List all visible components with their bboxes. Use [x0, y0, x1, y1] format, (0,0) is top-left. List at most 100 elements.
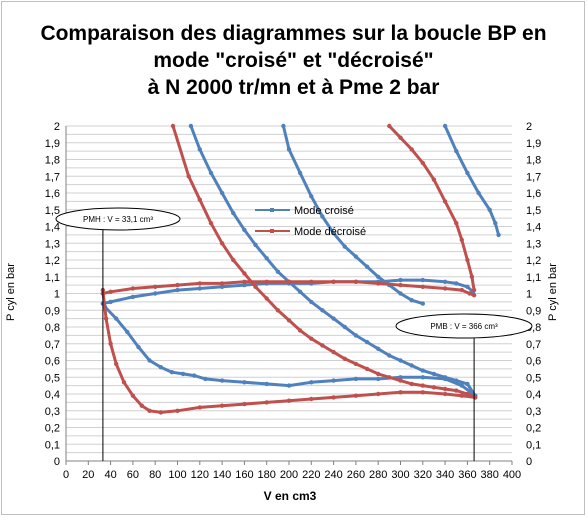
y-tick-label-right: 1,7	[526, 171, 541, 183]
data-point	[409, 298, 414, 303]
data-point	[153, 284, 158, 289]
data-point	[353, 333, 359, 338]
data-point	[158, 410, 163, 415]
data-point	[398, 378, 403, 383]
data-point	[465, 284, 470, 289]
data-point	[309, 194, 314, 199]
data-point	[242, 271, 247, 276]
data-point	[281, 123, 286, 129]
data-point	[170, 123, 176, 129]
data-point	[219, 284, 225, 289]
data-point	[353, 393, 359, 398]
y-tick-label-right: 2	[526, 121, 532, 133]
data-point	[130, 294, 136, 300]
data-point	[387, 375, 392, 380]
data-point	[253, 284, 258, 289]
y-tick-label-right: 0,5	[526, 372, 541, 384]
pmh-callout-text: PMH : V = 33,1 cm³	[83, 215, 153, 224]
data-point	[476, 190, 481, 196]
data-point	[253, 242, 258, 248]
data-point	[197, 405, 202, 410]
data-point	[175, 408, 180, 413]
data-point	[309, 336, 314, 341]
data-point	[420, 368, 425, 373]
data-point	[431, 385, 437, 390]
data-point	[420, 375, 425, 380]
y-tick-label-right: 0,1	[526, 439, 541, 451]
data-point	[376, 274, 381, 279]
data-point	[454, 221, 459, 226]
series-line	[101, 280, 476, 297]
data-point	[364, 264, 370, 269]
data-point	[275, 269, 281, 274]
data-point	[459, 393, 464, 398]
data-point	[420, 390, 425, 395]
data-point	[409, 381, 414, 387]
x-axis-label: V en cm3	[264, 489, 317, 503]
x-tick-label: 160	[235, 469, 253, 481]
pmb-callout	[395, 313, 533, 339]
data-point	[442, 123, 448, 129]
data-point	[197, 147, 202, 152]
y-tick-label-left: 1,9	[45, 138, 60, 150]
data-point	[286, 383, 292, 388]
data-point	[192, 373, 197, 378]
data-point	[353, 279, 359, 284]
data-point	[219, 378, 225, 383]
data-point	[203, 376, 208, 382]
data-point	[231, 257, 236, 263]
data-point	[264, 256, 269, 261]
legend-label: Mode croisé	[294, 205, 354, 217]
y-tick-label-left: 0,5	[45, 372, 60, 384]
y-tick-label-left: 0,4	[45, 389, 60, 401]
data-point	[264, 400, 269, 405]
data-point	[242, 401, 247, 407]
data-point	[139, 403, 144, 408]
x-tick-label: 220	[302, 469, 320, 481]
data-point	[376, 376, 381, 382]
y-tick-label-right: 0,4	[526, 389, 541, 401]
data-point	[331, 395, 336, 400]
y-tick-label-left: 0,2	[45, 423, 60, 435]
data-point	[398, 358, 403, 363]
data-point	[459, 383, 464, 388]
data-point	[320, 308, 325, 313]
data-point	[320, 214, 325, 219]
data-point	[297, 170, 303, 176]
data-point	[186, 174, 191, 179]
y-tick-label-left: 1,4	[45, 222, 60, 234]
y-tick-label-left: 0	[54, 456, 60, 468]
data-point	[465, 257, 470, 263]
data-point	[465, 170, 470, 176]
data-point	[264, 381, 269, 387]
y-tick-label-left: 1,7	[45, 171, 60, 183]
y-tick-label-left: 0,1	[45, 439, 60, 451]
y-tick-label-right: 1,4	[526, 222, 541, 234]
chart-title-line-3: à N 2000 tr/mn et à Pme 2 bar	[147, 76, 440, 99]
data-point	[387, 353, 392, 358]
data-point	[297, 289, 303, 294]
x-tick-label: 80	[149, 469, 161, 481]
data-point	[219, 281, 225, 286]
x-tick-label: 360	[458, 469, 476, 481]
y-tick-label-left: 0,6	[45, 356, 60, 368]
x-tick-label: 380	[481, 469, 499, 481]
data-point	[114, 361, 119, 367]
pmb-callout-text: PMB : V = 366 cm³	[430, 322, 498, 331]
x-tick-label: 260	[347, 469, 365, 481]
data-point	[493, 221, 498, 226]
data-point	[342, 244, 347, 249]
series-line	[171, 124, 477, 399]
data-point	[342, 324, 347, 330]
y-tick-label-left: 1,8	[45, 155, 60, 167]
y-tick-label-left: 0,7	[45, 339, 60, 351]
x-tick-label: 100	[168, 469, 186, 481]
series-line	[281, 124, 425, 306]
data-point	[459, 287, 464, 293]
data-point	[264, 279, 269, 284]
data-point	[454, 148, 459, 154]
data-point	[158, 365, 163, 370]
data-point	[353, 376, 359, 382]
